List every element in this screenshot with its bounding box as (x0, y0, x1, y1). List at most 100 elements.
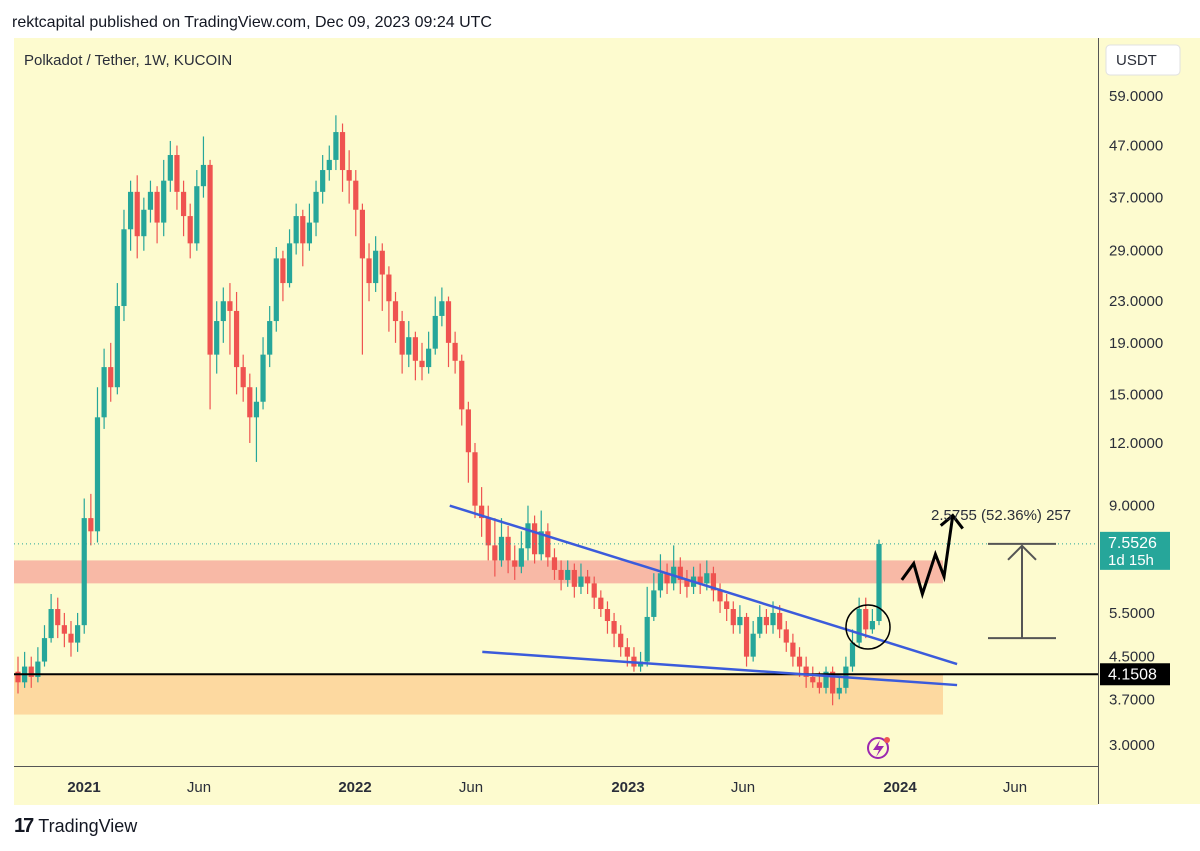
candle (48, 593, 54, 643)
candle (253, 387, 260, 462)
candle (55, 597, 61, 639)
footer-brand: TradingView (38, 816, 138, 836)
candle (220, 287, 226, 343)
candle (558, 560, 564, 591)
candle (399, 310, 405, 374)
candle (836, 676, 842, 700)
candle (869, 609, 875, 634)
candle (863, 597, 869, 639)
candle (300, 209, 306, 267)
candle (41, 625, 48, 667)
countdown-value: 1d 15h (1108, 552, 1154, 569)
price-tick-label: 29.0000 (1109, 243, 1163, 260)
candle (565, 560, 571, 587)
resistance-zone (14, 560, 943, 584)
time-tick-label: 2024 (883, 779, 917, 796)
candle (154, 186, 160, 244)
candle (479, 487, 485, 537)
candle (498, 518, 505, 567)
publish-header: rektcapital published on TradingView.com… (12, 14, 492, 31)
candle (293, 203, 299, 255)
candle (134, 175, 140, 259)
candle (545, 523, 551, 567)
candle (273, 247, 279, 332)
candle (320, 155, 326, 204)
price-tick-label: 3.7000 (1109, 691, 1155, 708)
lower-trendline[interactable] (482, 650, 958, 687)
measure-tool[interactable]: 2.5755 (52.36%) 257 (931, 507, 1071, 640)
candle (459, 354, 465, 426)
candle (710, 566, 717, 602)
level-value: 4.1508 (1108, 666, 1157, 683)
candle (518, 531, 524, 574)
candle (339, 123, 346, 192)
candle (214, 301, 220, 374)
candle (81, 498, 87, 634)
candle (492, 518, 498, 577)
candle (757, 605, 763, 639)
price-tick-label: 23.0000 (1109, 293, 1163, 310)
price-tick-label: 5.5000 (1109, 605, 1155, 622)
candle (359, 203, 365, 355)
candle (783, 621, 789, 652)
candle (830, 666, 836, 706)
candle (452, 331, 458, 374)
candle (445, 296, 452, 368)
candle (604, 601, 611, 634)
candle (28, 656, 34, 688)
time-axis[interactable] (14, 766, 1098, 805)
candle (240, 354, 246, 402)
candle (737, 605, 743, 634)
time-tick-label: 2023 (611, 779, 644, 796)
candle (167, 140, 173, 192)
price-tick-label: 59.0000 (1109, 88, 1163, 105)
candle (286, 229, 293, 288)
time-tick-label: 2022 (338, 779, 371, 796)
upper-trendline[interactable] (449, 504, 958, 666)
candle (611, 612, 617, 648)
price-tick-label: 9.0000 (1109, 498, 1155, 515)
candle (127, 180, 134, 251)
candle (187, 203, 193, 259)
candle (200, 136, 207, 198)
candle (803, 656, 809, 688)
candle (353, 170, 359, 237)
candle (697, 563, 703, 594)
candle (161, 159, 167, 237)
candle (525, 505, 531, 561)
time-tick-label: Jun (459, 779, 483, 796)
candle (68, 621, 74, 657)
candle (743, 612, 750, 667)
candle (333, 115, 339, 171)
candle (876, 539, 882, 626)
price-tick-label: 47.0000 (1109, 138, 1163, 155)
candle (94, 387, 101, 543)
candle (485, 505, 491, 561)
candle (618, 625, 624, 657)
candle (392, 291, 399, 343)
candle (61, 612, 67, 648)
candle (631, 647, 637, 672)
candle (849, 629, 856, 672)
candle (373, 236, 379, 292)
projection-path[interactable] (900, 515, 955, 600)
candle (174, 145, 180, 210)
candle (796, 647, 803, 677)
candle (644, 586, 650, 667)
breakout-circle[interactable] (845, 604, 891, 650)
candle (717, 583, 723, 613)
candle (598, 590, 604, 617)
candle (472, 442, 478, 519)
candle (439, 287, 445, 327)
currency-badge[interactable]: USDT (1105, 44, 1181, 76)
chart-area[interactable] (14, 38, 1098, 766)
candle (366, 243, 372, 302)
candle (306, 203, 313, 251)
candle (671, 545, 677, 591)
candle (267, 306, 273, 368)
candle (512, 545, 518, 580)
candle (326, 145, 332, 181)
lightning-icon[interactable] (867, 737, 890, 759)
candle (406, 321, 412, 368)
